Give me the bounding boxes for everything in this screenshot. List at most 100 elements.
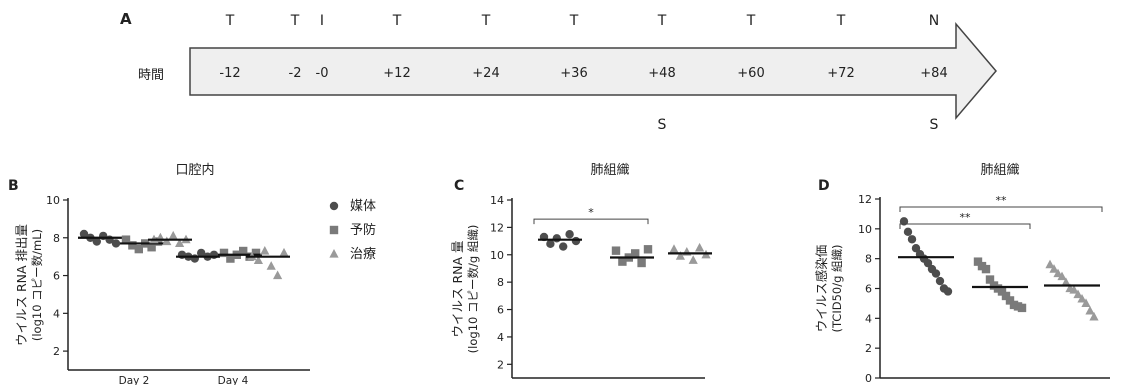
data-point [985, 275, 995, 284]
timeline-top-mark: T [392, 13, 402, 29]
data-point [239, 246, 248, 256]
data-point [559, 242, 568, 251]
significance-label: * [588, 206, 594, 219]
data-point [935, 276, 945, 286]
data-point [907, 235, 917, 244]
timeline-time: +60 [737, 66, 764, 81]
data-point [253, 255, 263, 265]
data-point [79, 229, 89, 239]
data-point [1089, 311, 1099, 321]
timeline-panel: A 時間 -12 T -2 T -0 I +12 T +24 T +36 T +48 T S +60 T +72 T… [120, 10, 997, 133]
data-point [153, 237, 163, 246]
x-tick-label: Day 4 [218, 375, 249, 385]
data-point [266, 261, 276, 270]
data-point [162, 236, 172, 246]
significance-label: ** [996, 194, 1008, 207]
chart-title: 口腔内 [175, 162, 214, 178]
data-point [1045, 259, 1055, 269]
timeline-bottom-mark: S [658, 117, 667, 133]
y-tick-label: 2 [497, 358, 504, 371]
data-point [1069, 284, 1079, 294]
timeline-time: -0 [316, 66, 329, 81]
data-point [175, 238, 185, 248]
data-point [1073, 289, 1083, 299]
data-point [111, 239, 121, 248]
timeline-top-mark: T [481, 13, 491, 29]
legend-label: 治療 [350, 247, 376, 262]
data-point [546, 239, 555, 249]
data-point [688, 255, 698, 264]
data-point [1077, 293, 1087, 303]
timeline-top-mark: T [746, 13, 756, 29]
y-tick-label: 8 [497, 276, 504, 289]
significance-bracket [533, 218, 649, 225]
data-point [279, 247, 289, 257]
data-point [695, 242, 705, 252]
y-axis-unit-label: (TCID50/g 組織) [830, 244, 844, 332]
data-point [197, 248, 206, 258]
timeline-top-mark: T [657, 13, 667, 29]
data-point [219, 248, 229, 258]
panel-label: B [8, 178, 19, 194]
significance-label: ** [960, 211, 972, 224]
data-point [911, 244, 921, 253]
y-tick-label: 10 [858, 223, 872, 236]
data-point [899, 217, 909, 226]
y-tick-label: 2 [53, 345, 60, 358]
significance-bracket [899, 223, 1031, 229]
timeline-time: +48 [648, 66, 675, 81]
y-tick-label: 4 [865, 312, 872, 325]
legend-label: 媒体 [350, 199, 376, 214]
timeline-top-mark: N [929, 13, 939, 29]
data-point [631, 249, 640, 258]
timeline-time: +12 [383, 66, 410, 81]
y-tick-label: 14 [490, 194, 504, 207]
legend-label: 予防 [350, 222, 376, 238]
data-point [1085, 305, 1095, 315]
data-point [618, 257, 627, 266]
data-point [1057, 271, 1067, 281]
data-point [973, 257, 983, 266]
chart-title: 肺組織 [590, 163, 629, 178]
data-point [923, 258, 933, 268]
y-axis-unit-label: (log10 コピー数/g 組織) [466, 225, 480, 354]
y-tick-label: 6 [865, 283, 872, 296]
timeline-top-mark: I [320, 13, 324, 29]
data-point [611, 246, 621, 255]
data-point [273, 270, 283, 280]
data-point [1001, 291, 1011, 301]
y-axis-unit-label: (log10 コピー数/mL) [30, 229, 44, 341]
y-axis-label: ウイルス RNA 排出量 [14, 224, 29, 346]
timeline-top-mark: T [836, 13, 846, 29]
timeline-top-mark: T [225, 13, 235, 29]
timeline-top-mark: T [290, 13, 300, 29]
legend-marker-square [329, 225, 339, 235]
y-tick-label: 6 [497, 304, 504, 317]
significance-bracket [899, 206, 1103, 212]
timeline-row-label: 時間 [138, 68, 164, 83]
data-point [981, 264, 991, 274]
data-point [997, 287, 1007, 296]
data-point [565, 230, 574, 239]
y-tick-label: 10 [490, 249, 504, 262]
y-tick-label: 8 [53, 232, 60, 245]
chart-title: 肺組織 [980, 163, 1019, 178]
data-point [675, 251, 685, 260]
data-point [147, 243, 156, 252]
timeline-panel-label: A [120, 10, 132, 28]
y-axis-label: ウイルス感染価 [814, 245, 829, 333]
data-point [226, 254, 235, 263]
legend-marker-triangle [329, 249, 339, 258]
data-point [643, 245, 653, 254]
data-point [1061, 277, 1071, 287]
data-point [128, 241, 137, 250]
data-point [1049, 264, 1059, 273]
legend-marker-circle [329, 201, 339, 211]
y-tick-label: 8 [865, 253, 872, 266]
timeline-bottom-mark: S [930, 117, 939, 133]
timeline-time: +24 [472, 66, 499, 81]
